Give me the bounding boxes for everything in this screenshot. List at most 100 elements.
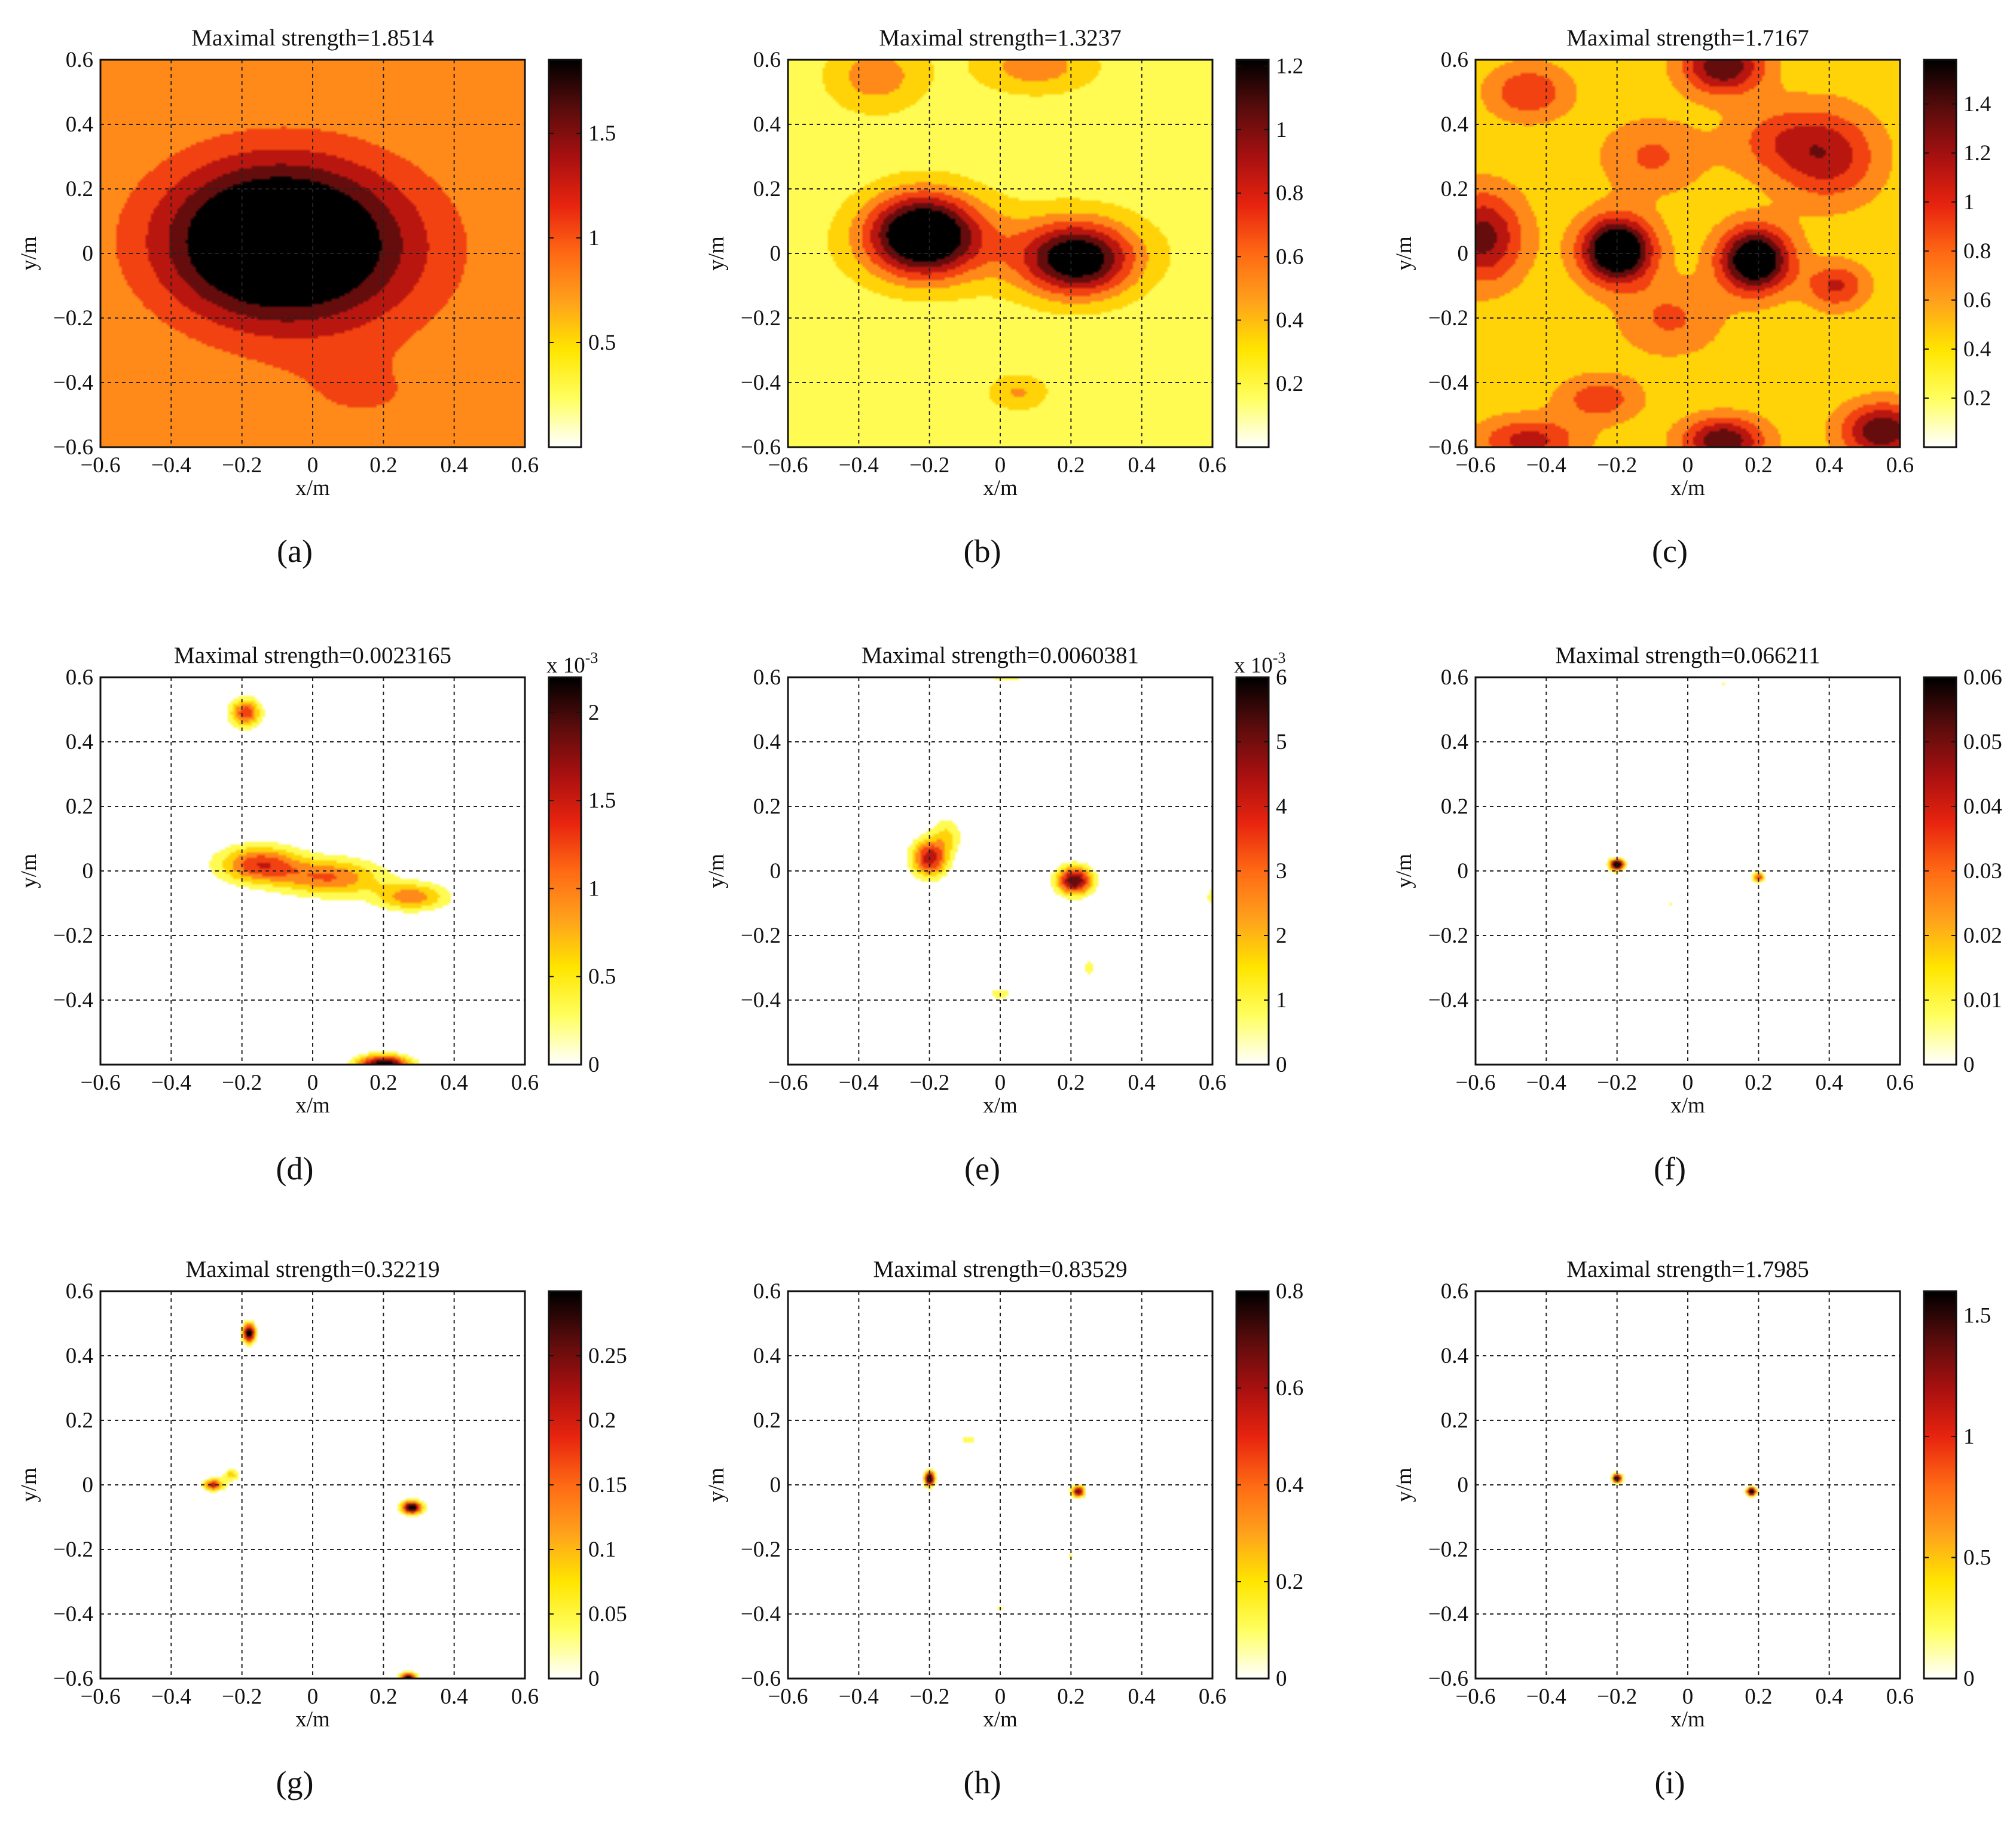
grid xyxy=(100,60,525,447)
colorbar-tick-label: 2 xyxy=(588,701,600,725)
x-tick-label: −0.6 xyxy=(80,453,120,478)
plot-frame xyxy=(99,59,526,448)
colorbar-tick-label: 0.05 xyxy=(588,1602,627,1627)
x-tick-label: −0.2 xyxy=(909,453,949,478)
x-tick-label: 0.4 xyxy=(1816,1071,1843,1095)
colorbar-tick-label: 0.2 xyxy=(1963,386,1991,411)
colorbar-tick-label: 0.03 xyxy=(1963,859,2002,884)
plot-frame xyxy=(787,1290,1214,1680)
y-axis-label: y/m xyxy=(1392,236,1416,271)
x-tick-label: 0.6 xyxy=(511,1685,539,1709)
y-tick-label: 0.6 xyxy=(1441,665,1468,690)
panel-caption: (d) xyxy=(276,1151,314,1187)
colorbar-tick-label: 0.15 xyxy=(588,1473,627,1497)
plot-frame xyxy=(99,676,526,1066)
plot-frame xyxy=(1474,676,1901,1066)
colorbar-tick-label: 5 xyxy=(1276,730,1287,754)
colorbar-tick-label: 0.6 xyxy=(1276,1376,1303,1401)
x-tick-label: 0.2 xyxy=(1745,1685,1772,1709)
panel-title: Maximal strength=0.066211 xyxy=(1556,643,1820,668)
y-tick-label: 0.2 xyxy=(1441,177,1468,201)
x-tick-label: 0.2 xyxy=(369,1685,397,1709)
panel-caption: (a) xyxy=(277,533,313,569)
x-tick-label: 0.2 xyxy=(1057,453,1085,478)
y-tick-label: 0.6 xyxy=(66,1279,93,1304)
y-tick-label: −0.2 xyxy=(741,1537,781,1562)
colorbar-frame xyxy=(548,676,582,1066)
x-tick-label: −0.6 xyxy=(80,1685,120,1709)
x-tick-label: −0.2 xyxy=(1597,1071,1637,1095)
y-tick-label: 0 xyxy=(1458,859,1469,884)
colorbar-tick-label: 0 xyxy=(1963,1667,1975,1691)
plot-frame xyxy=(787,59,1214,448)
y-tick-label: 0.2 xyxy=(1441,794,1468,819)
x-tick-label: 0.2 xyxy=(1745,453,1772,478)
plot-frame xyxy=(1474,1290,1901,1680)
grid xyxy=(100,1291,525,1679)
y-tick-label: −0.6 xyxy=(53,435,93,460)
panel-f: Maximal strength=0.066211 −0.6 −0.4 −0.2 0 0.… xyxy=(1392,643,2002,1187)
colorbar-tick-label: 0.1 xyxy=(588,1537,616,1562)
panel-caption: (i) xyxy=(1655,1765,1685,1800)
x-tick-label: −0.4 xyxy=(151,1685,191,1709)
x-tick-label: 0 xyxy=(995,1685,1006,1709)
y-axis-label: y/m xyxy=(17,1468,41,1502)
colorbar xyxy=(1236,677,1269,1065)
x-tick-label: −0.4 xyxy=(1526,1685,1566,1709)
x-tick-label: 0.6 xyxy=(511,1071,539,1095)
x-axis-label: x/m xyxy=(1670,1093,1705,1118)
colorbar-tick-label: 1 xyxy=(1963,1424,1975,1449)
y-tick-label: 0.6 xyxy=(66,665,93,690)
x-tick-label: 0.6 xyxy=(1199,453,1226,478)
y-tick-label: 0 xyxy=(770,1473,781,1497)
colorbar-tick-label: 0 xyxy=(1963,1053,1975,1077)
y-tick-label: −0.2 xyxy=(53,306,93,331)
x-tick-label: 0.4 xyxy=(1128,1685,1156,1709)
x-tick-label: 0 xyxy=(995,1071,1006,1095)
colorbar-tick-label: 0.04 xyxy=(1963,794,2002,819)
x-tick-label: 0.6 xyxy=(1886,1685,1914,1709)
y-tick-label: 0 xyxy=(83,242,94,266)
colorbar-tick-label: 2 xyxy=(1276,924,1287,948)
y-tick-label: 0.2 xyxy=(66,794,93,819)
y-tick-label: 0.4 xyxy=(66,730,93,754)
colorbar-tick-label: 1.5 xyxy=(588,788,616,813)
colorbar-tick-label: 1 xyxy=(1276,988,1287,1013)
y-tick-label: 0.4 xyxy=(753,112,781,137)
x-tick-label: −0.2 xyxy=(222,453,262,478)
x-tick-label: −0.6 xyxy=(80,1071,120,1095)
x-tick-label: 0.6 xyxy=(1199,1071,1226,1095)
panel-caption: (c) xyxy=(1652,533,1688,569)
y-tick-label: 0.2 xyxy=(66,177,93,201)
colorbar-tick-label: 0.01 xyxy=(1963,988,2002,1013)
y-tick-label: −0.4 xyxy=(1428,1602,1468,1627)
x-tick-label: 0.4 xyxy=(1128,453,1156,478)
y-tick-label: −0.4 xyxy=(53,988,93,1013)
y-tick-label: 0 xyxy=(770,242,781,266)
x-tick-label: 0.6 xyxy=(511,453,539,478)
panel-title: Maximal strength=0.32219 xyxy=(186,1257,440,1282)
x-tick-label: 0.6 xyxy=(1886,1071,1914,1095)
colorbar-tick-label: 0.4 xyxy=(1276,1473,1303,1497)
colorbar-tick-label: 1 xyxy=(1963,190,1975,215)
x-tick-label: 0.2 xyxy=(369,1071,397,1095)
x-tick-label: 0.4 xyxy=(441,453,468,478)
y-axis-label: y/m xyxy=(1392,1468,1416,1502)
panel-title: Maximal strength=1.8514 xyxy=(191,25,433,51)
y-tick-label: 0.6 xyxy=(1441,48,1468,72)
x-axis-label: x/m xyxy=(983,1707,1018,1732)
y-tick-label: 0.6 xyxy=(753,1279,781,1304)
x-tick-label: 0.6 xyxy=(1199,1685,1226,1709)
y-tick-label: 0.4 xyxy=(1441,730,1468,754)
panel-title: Maximal strength=1.7985 xyxy=(1566,1257,1809,1282)
x-tick-label: 0.6 xyxy=(1886,453,1914,478)
y-tick-label: 0.2 xyxy=(66,1408,93,1433)
y-tick-label: 0.2 xyxy=(753,794,781,819)
y-tick-label: −0.6 xyxy=(741,435,781,460)
colorbar-tick-label: 0 xyxy=(1276,1053,1287,1077)
y-tick-label: 0.6 xyxy=(753,665,781,690)
y-tick-label: 0 xyxy=(1458,242,1469,266)
x-tick-label: 0.4 xyxy=(441,1071,468,1095)
panel-caption: (f) xyxy=(1654,1151,1686,1187)
panel-b: Maximal strength=1.3237 −0.6 −0.4 −0.2 0 0.2 0… xyxy=(704,25,1303,569)
